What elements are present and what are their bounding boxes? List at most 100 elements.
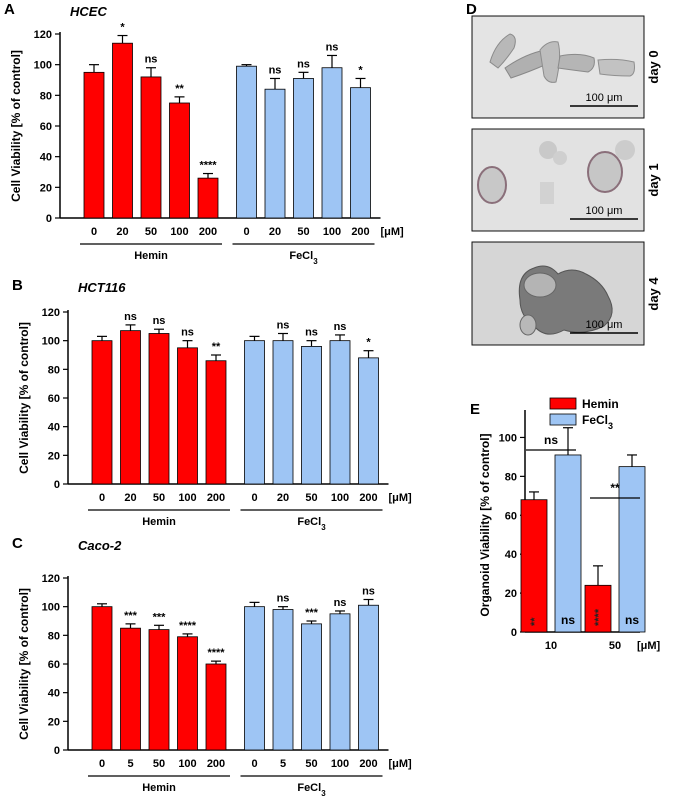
panel-c-y-tick-label: 20 xyxy=(48,716,60,728)
panel-e-comparison-label: ns xyxy=(544,433,558,447)
panel-a-sig-label: ns xyxy=(326,41,339,53)
panel-a-sig-label: ns xyxy=(297,58,310,70)
panel-c-x-tick-label: 5 xyxy=(280,758,286,770)
panel-e-legend-swatch xyxy=(549,397,577,410)
panel-a-sig-label: ** xyxy=(175,83,184,95)
panel-b-bar xyxy=(301,345,322,485)
panel-c-bar xyxy=(91,606,113,751)
panel-a-y-tick-label: 20 xyxy=(40,182,52,194)
panel-a-bar xyxy=(112,42,133,219)
panel-a-x-tick-label: 0 xyxy=(91,226,97,238)
panel-a-x-tick-label: 0 xyxy=(243,226,249,238)
panel-a-bar xyxy=(197,177,219,219)
panel-c-x-tick-label: 5 xyxy=(127,758,133,770)
panel-e-inner-label: ns xyxy=(561,613,575,627)
panel-a-x-tick-label: 200 xyxy=(351,226,369,238)
panel-b-sig-label: ns xyxy=(153,315,166,327)
panel-c-bar xyxy=(272,609,294,751)
panel-e-bar xyxy=(520,499,548,633)
panel-b-x-tick-label: 200 xyxy=(359,492,377,504)
panel-b-unit: [μM] xyxy=(389,492,413,504)
panel-a-y-tick-label: 60 xyxy=(40,121,52,133)
panel-a-sig-label: * xyxy=(358,64,363,76)
panel-c-sig-label: **** xyxy=(207,647,225,659)
panel-c-y-label: Cell Viability [% of control] xyxy=(17,588,31,740)
panel-b-title: HCT116 xyxy=(78,280,126,295)
panel-a-y-tick-label: 0 xyxy=(46,213,52,225)
panel-b-x-tick-label: 20 xyxy=(277,492,289,504)
panel-a-bar xyxy=(264,88,286,219)
panel-a-y-tick-label: 80 xyxy=(40,90,52,102)
panel-e-bar xyxy=(554,454,582,633)
panel-c-y-tick-label: 120 xyxy=(42,573,60,585)
panel-c-group-label: FeCl3 xyxy=(297,782,326,798)
panel-a-y-tick-label: 40 xyxy=(40,152,52,164)
panel-b-bar xyxy=(329,340,351,485)
panel-c-x-tick-label: 50 xyxy=(305,758,317,770)
panel-e-comparison-label: ** xyxy=(610,481,620,495)
panel-c-y-tick-label: 80 xyxy=(48,630,60,642)
panel-b-bar xyxy=(272,340,294,485)
panel-c-title: Caco-2 xyxy=(78,538,122,553)
panel-b-bar xyxy=(91,340,113,485)
panel-e-inner-label: **** xyxy=(593,608,605,626)
panel-c-x-tick-label: 100 xyxy=(178,758,196,770)
panel-a-bar xyxy=(169,102,190,219)
panel-c-x-tick-label: 200 xyxy=(359,758,377,770)
panel-c-y-tick-label: 60 xyxy=(48,659,60,671)
panel-b-y-tick-label: 120 xyxy=(42,307,60,319)
panel-b-group-label-subscript: 3 xyxy=(321,523,326,532)
panel-b-sig-label: ns xyxy=(277,320,290,332)
panel-e-y-tick-label: 100 xyxy=(499,432,517,444)
panel-e-legend-label: FeCl3 xyxy=(582,413,613,431)
panel-b-x-tick-label: 50 xyxy=(305,492,317,504)
panel-c-sig-label: ns xyxy=(277,593,290,605)
panel-b-letter: B xyxy=(12,277,23,294)
panel-c-x-tick-label: 100 xyxy=(331,758,349,770)
panel-c-sig-label: ns xyxy=(362,586,375,598)
panel-a-y-tick-label: 120 xyxy=(34,29,52,41)
panel-e-unit: [μM] xyxy=(637,640,661,652)
panel-a-sig-label: ns xyxy=(269,64,282,76)
panel-b-y-tick-label: 20 xyxy=(48,450,60,462)
panel-c-sig-label: **** xyxy=(179,620,197,632)
panel-a-x-tick-label: 50 xyxy=(145,226,157,238)
panel-a-group-label-subscript: 3 xyxy=(313,257,318,266)
panel-e-bar xyxy=(584,584,612,633)
panel-b-y-tick-label: 100 xyxy=(42,336,60,348)
panel-c-y-tick-label: 0 xyxy=(54,745,60,757)
panel-b-x-tick-label: 100 xyxy=(178,492,196,504)
panel-e-legend-swatch xyxy=(549,413,577,426)
panel-a-x-tick-label: 100 xyxy=(323,226,341,238)
panel-c-sig-label: *** xyxy=(305,607,319,619)
panel-b-bar xyxy=(177,347,198,485)
panel-c-bar xyxy=(205,663,227,751)
panel-c-sig-label: ns xyxy=(334,597,347,609)
panel-b-x-tick-label: 20 xyxy=(124,492,136,504)
panel-b-y-tick-label: 40 xyxy=(48,422,60,434)
panel-c-y-tick-label: 40 xyxy=(48,688,60,700)
panel-b-bar xyxy=(148,333,170,485)
panel-e-y-tick-label: 80 xyxy=(505,471,517,483)
panel-e-y-label: Organoid Viability [% of control] xyxy=(478,433,492,616)
panel-c-x-tick-label: 0 xyxy=(251,758,257,770)
panel-c-x-tick-label: 50 xyxy=(153,758,165,770)
panel-b-sig-label: ns xyxy=(334,321,347,333)
panel-e-inner-label: ns xyxy=(625,613,639,627)
panel-c-bar xyxy=(358,604,379,751)
panel-c-bar xyxy=(148,629,170,751)
panel-e-y-tick-label: 40 xyxy=(505,549,517,561)
panel-e-legend-label: Hemin xyxy=(582,397,619,411)
panel-e-letter: E xyxy=(470,401,480,418)
panel-e-legend-subscript: 3 xyxy=(608,421,613,431)
panel-a-letter: A xyxy=(4,1,15,18)
panel-e-y-tick-label: 0 xyxy=(511,627,517,639)
panel-e-y-tick-label: 60 xyxy=(505,510,517,522)
panel-b-y-tick-label: 80 xyxy=(48,364,60,376)
panel-a-sig-label: **** xyxy=(199,160,217,172)
panel-a-title: HCEC xyxy=(70,4,107,19)
panel-b-x-tick-label: 0 xyxy=(251,492,257,504)
panel-c-x-tick-label: 0 xyxy=(99,758,105,770)
panel-e-y-tick-label: 20 xyxy=(505,588,517,600)
panel-a-x-tick-label: 50 xyxy=(297,226,309,238)
